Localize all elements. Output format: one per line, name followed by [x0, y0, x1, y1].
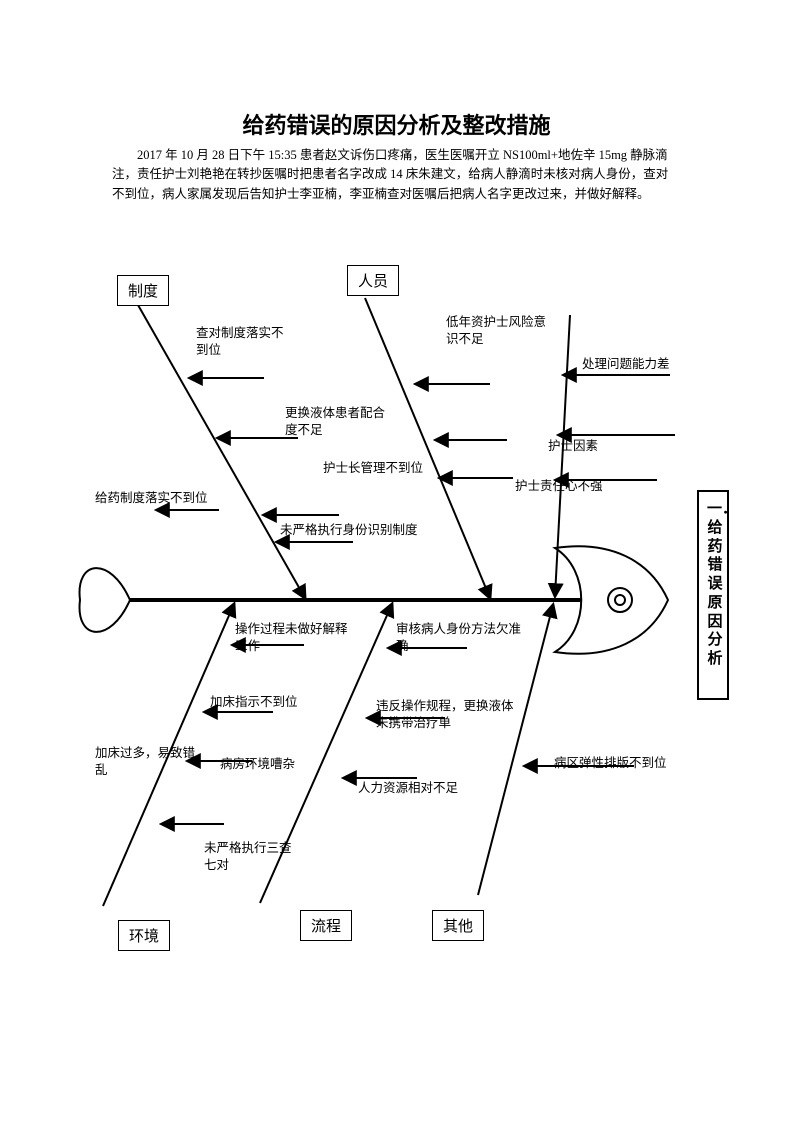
category-env: 环境	[118, 920, 170, 951]
cause-14: 未严格执行三查七对	[204, 840, 294, 874]
cause-16: 违反操作规程，更换液体未携带治疗单	[376, 698, 516, 732]
cause-18: 病区弹性排版不到位	[554, 755, 667, 772]
page: 给药错误的原因分析及整改措施 2017 年 10 月 28 日下午 15:35 …	[0, 0, 793, 1122]
category-process: 流程	[300, 910, 352, 941]
cause-9: 护士责任心不强	[515, 478, 603, 495]
cause-6: 低年资护士风险意识不足	[446, 314, 556, 348]
cause-4: 未严格执行身份识别制度	[280, 522, 420, 539]
cause-3: 护士长管理不到位	[323, 460, 423, 477]
cause-10: 操作过程未做好解释工作	[235, 621, 355, 655]
category-system: 制度	[117, 275, 169, 306]
cause-12: 加床过多，易致错乱	[95, 745, 195, 779]
cause-17: 人力资源相对不足	[358, 780, 458, 797]
category-other: 其他	[432, 910, 484, 941]
fish-head-label: 一．给药错误原因分析	[707, 500, 723, 669]
cause-7: 处理问题能力差	[582, 356, 670, 373]
cause-1: 查对制度落实不到位	[196, 325, 286, 359]
cause-15: 审核病人身份方法欠准确	[396, 621, 526, 655]
category-staff: 人员	[347, 265, 399, 296]
cause-8: 护士因素	[548, 438, 598, 455]
cause-11: 加床指示不到位	[210, 694, 298, 711]
cause-2: 更换液体患者配合度不足	[285, 405, 395, 439]
cause-5: 给药制度落实不到位	[95, 490, 208, 507]
fishbone-svg	[0, 0, 793, 1122]
cause-13: 病房环境嘈杂	[220, 756, 295, 773]
